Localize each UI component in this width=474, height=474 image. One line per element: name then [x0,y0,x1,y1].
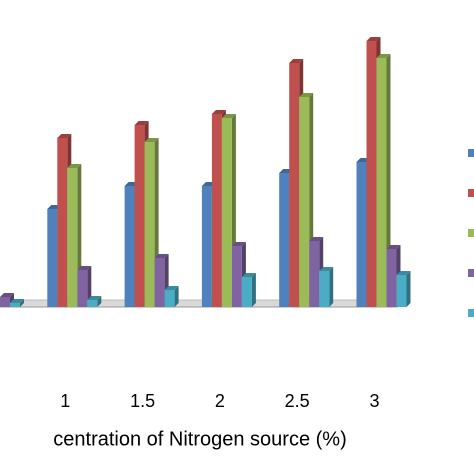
bar [356,162,367,307]
bar-top [221,114,236,118]
legend-marker [468,149,474,157]
bar [154,258,165,307]
bar-top [67,164,82,168]
bar-side [174,286,179,307]
bar [201,186,212,307]
bar [211,114,222,307]
bar-top [164,286,179,290]
bar [241,277,252,307]
x-axis-label: centration of Nitrogen source (%) [53,428,346,450]
bar [67,168,78,307]
legend-marker [468,229,474,237]
bar-top [10,299,24,303]
bar-top [144,138,159,142]
bar [376,58,387,307]
bar-side [87,266,92,307]
bar [279,173,290,307]
bar [299,97,310,307]
x-tick-label: 1.5 [130,391,155,411]
bar [164,290,175,307]
x-tick-label: 3 [369,391,379,411]
bar-top [87,296,102,300]
bar-top [0,293,14,297]
bar-top [241,273,256,277]
bar [396,275,407,307]
bar-side [97,296,102,307]
bar [386,249,397,307]
bar-top [57,134,72,138]
bar-top [154,254,169,258]
bar-top [77,266,92,270]
x-tick-label: 2 [215,391,225,411]
bar [319,271,330,307]
bar [144,142,155,307]
bar-side [20,299,24,307]
bar [47,209,58,307]
bar-top [134,121,149,125]
x-tick-label: 1 [60,391,70,411]
bar [87,300,98,307]
x-tick-label: 0.5 [0,391,1,411]
bar-side [406,271,411,307]
legend-marker [468,309,474,317]
bar [10,303,20,307]
bar-top [309,237,324,241]
bar-top [396,271,411,275]
bar-top [319,267,334,271]
bar [57,138,68,307]
bar [289,63,300,307]
bar [231,246,242,307]
bar [221,118,232,307]
bar-top [299,93,314,97]
bar-top [211,110,226,114]
legend-marker [468,189,474,197]
bar-side [329,267,334,307]
bar-top [376,54,391,58]
bar-top [386,245,401,249]
bar [134,125,145,307]
bar [77,270,88,307]
bar-top [366,37,381,41]
x-tick-label: 2.5 [285,391,310,411]
bar-side [251,273,256,307]
legend-marker [468,269,474,277]
bar-side [386,54,391,307]
bar [309,241,320,307]
bar [124,186,135,307]
bar-top [289,59,304,63]
bar [0,297,10,307]
bar [366,41,377,307]
bar-top [231,242,246,246]
